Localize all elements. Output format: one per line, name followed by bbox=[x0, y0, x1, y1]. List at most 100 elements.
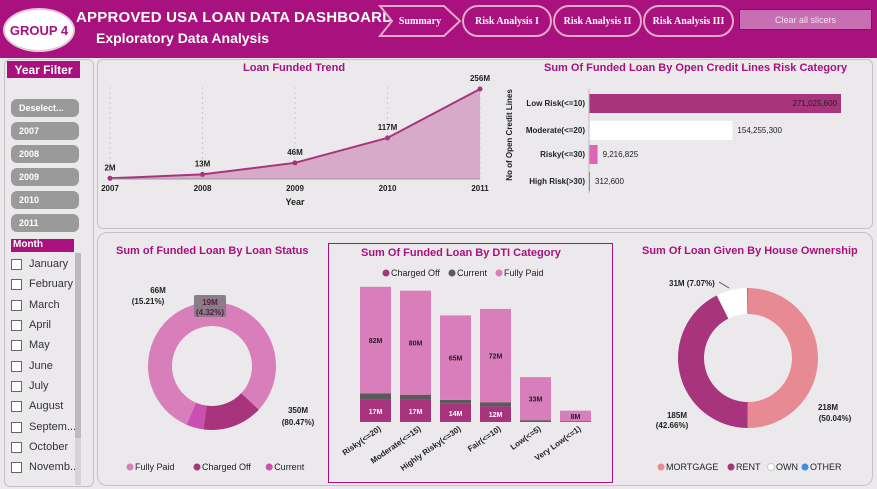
checkbox-box[interactable] bbox=[11, 360, 22, 372]
checkbox-box[interactable] bbox=[11, 380, 22, 392]
month-label: Novemb... bbox=[29, 461, 80, 473]
month-october-checkbox[interactable]: October bbox=[11, 440, 68, 454]
own-legend-marker bbox=[657, 463, 665, 471]
month-july-checkbox[interactable]: July bbox=[11, 379, 49, 393]
dti-bar-fully-paid bbox=[520, 377, 551, 421]
trend-tick-label: 2010 bbox=[379, 184, 397, 193]
trend-point bbox=[200, 171, 205, 177]
own-legend-label: OWN bbox=[776, 462, 798, 472]
month-september-checkbox[interactable]: Septem... bbox=[11, 420, 76, 434]
own-legend-label: OTHER bbox=[810, 462, 842, 472]
status-tooltip-box bbox=[194, 295, 226, 317]
dti-stacked-chart: Charged Off Current Fully Paid17M82MRisky(… bbox=[341, 268, 591, 473]
month-november-checkbox[interactable]: Novemb... bbox=[11, 460, 79, 474]
dti-bar-charged-off bbox=[400, 399, 431, 422]
own-label-rent-pct: (42.66%) bbox=[656, 421, 689, 430]
credit-category-label: High Risk(>30) bbox=[529, 177, 585, 186]
nav-risk-analysis-2-button[interactable]: Risk Analysis II bbox=[553, 5, 642, 37]
month-march-checkbox[interactable]: March bbox=[11, 298, 60, 312]
dti-bar-charged-off bbox=[360, 399, 391, 422]
nav-summary-button[interactable]: Summary bbox=[378, 4, 462, 38]
dti-legend-marker bbox=[495, 269, 503, 277]
clear-slicers-button[interactable]: Clear all slicers bbox=[739, 9, 872, 30]
dti-bar-fully-paid bbox=[400, 290, 431, 395]
dti-bar-charged-off bbox=[560, 421, 591, 422]
status-label-charged-off-value: 66M bbox=[150, 286, 166, 295]
month-label: July bbox=[29, 380, 49, 392]
dti-label-fully-paid: 8M bbox=[571, 414, 581, 421]
dti-label-charged-off: 14M bbox=[449, 411, 463, 418]
month-label: February bbox=[29, 278, 74, 290]
checkbox-box[interactable] bbox=[11, 400, 22, 412]
month-may-checkbox[interactable]: May bbox=[11, 338, 50, 352]
year-2010-button[interactable]: 2010 bbox=[11, 191, 79, 209]
own-legend-marker bbox=[767, 463, 775, 471]
month-label: June bbox=[29, 360, 53, 372]
status-legend-marker bbox=[265, 463, 273, 471]
nav-risk-analysis-1-button[interactable]: Risk Analysis I bbox=[462, 5, 552, 37]
dti-category-label: Fair(<=10) bbox=[466, 424, 503, 453]
dti-label-fully-paid: 33M bbox=[529, 397, 543, 404]
dti-legend-label: Charged Off bbox=[391, 268, 440, 278]
dti-bar-fully-paid bbox=[360, 286, 391, 394]
month-january-checkbox[interactable]: January bbox=[11, 257, 68, 271]
dti-label-fully-paid: 82M bbox=[369, 338, 383, 345]
dti-legend-marker bbox=[382, 269, 390, 277]
month-april-checkbox[interactable]: April bbox=[11, 318, 51, 332]
checkbox-box[interactable] bbox=[11, 421, 22, 433]
checkbox-box[interactable] bbox=[11, 258, 22, 270]
year-2008-button[interactable]: 2008 bbox=[11, 145, 79, 163]
dti-legend-marker bbox=[448, 269, 456, 277]
trend-chart: 2M 2007 13M 2008 46M 2009 117M 2010 256M 2011 Year bbox=[101, 75, 490, 207]
credit-category-label: Low Risk(<=10) bbox=[526, 99, 585, 108]
checkbox-box[interactable] bbox=[11, 461, 22, 473]
group-logo: GROUP 4 bbox=[3, 8, 75, 52]
own-label-mortgage-pct: (50.04%) bbox=[819, 414, 852, 423]
own-slice-other bbox=[746, 288, 748, 315]
month-february-checkbox[interactable]: February bbox=[11, 277, 73, 291]
nav-risk-2-label: Risk Analysis II bbox=[563, 15, 632, 27]
checkbox-box[interactable] bbox=[11, 278, 22, 290]
credit-lines-chart: No of Open Credit Lines Low Risk(<=10) 271… bbox=[505, 89, 841, 193]
month-august-checkbox[interactable]: August bbox=[11, 399, 63, 413]
credit-data-label: 312,600 bbox=[595, 177, 624, 186]
month-label: August bbox=[29, 400, 64, 412]
nav-risk-analysis-3-button[interactable]: Risk Analysis III bbox=[643, 5, 734, 37]
checkbox-box[interactable] bbox=[11, 319, 22, 331]
trend-area bbox=[110, 89, 480, 179]
status-chart-title: Sum of Funded Loan By Loan Status bbox=[116, 245, 309, 257]
year-2007-button[interactable]: 2007 bbox=[11, 122, 79, 140]
own-legend-marker bbox=[801, 463, 809, 471]
year-2009-button[interactable]: 2009 bbox=[11, 168, 79, 186]
year-2011-button[interactable]: 2011 bbox=[11, 214, 79, 232]
trend-data-label: 256M bbox=[470, 75, 490, 83]
ownership-chart-title: Sum Of Loan Given By House Ownership bbox=[642, 245, 858, 257]
own-slice-own bbox=[716, 288, 748, 319]
trend-tick-label: 2009 bbox=[286, 184, 304, 193]
own-legend-label: RENT bbox=[736, 462, 761, 472]
checkbox-box[interactable] bbox=[11, 441, 22, 453]
status-label-fully-paid-pct: (80.47%) bbox=[282, 418, 315, 427]
year-filter-title: Year Filter bbox=[7, 61, 80, 78]
status-label-fully-paid-value: 350M bbox=[288, 406, 308, 415]
trend-point bbox=[292, 160, 298, 166]
logo-text: GROUP 4 bbox=[9, 22, 69, 38]
credit-y-axis-label: No of Open Credit Lines bbox=[505, 89, 514, 181]
credit-data-label: 271,025,600 bbox=[793, 99, 838, 108]
checkbox-box[interactable] bbox=[11, 339, 22, 351]
dti-label-fully-paid: 65M bbox=[449, 356, 463, 363]
credit-bar bbox=[589, 94, 841, 113]
own-label-own: 31M (7.07%) bbox=[669, 279, 715, 288]
status-legend-label: Current bbox=[274, 462, 305, 472]
checkbox-box[interactable] bbox=[11, 299, 22, 311]
own-label-mortgage-value: 218M bbox=[818, 403, 838, 412]
status-legend-label: Charged Off bbox=[202, 462, 251, 472]
month-june-checkbox[interactable]: June bbox=[11, 359, 53, 373]
dti-bar-charged-off bbox=[520, 420, 551, 422]
status-slice-charged-off bbox=[203, 393, 259, 430]
nav-risk-1-label: Risk Analysis I bbox=[475, 15, 539, 27]
credit-data-label: 154,255,300 bbox=[737, 126, 782, 135]
year-deselect-button[interactable]: Deselect... bbox=[11, 99, 79, 117]
trend-data-label: 2M bbox=[104, 163, 115, 172]
month-scrollbar-thumb[interactable] bbox=[75, 253, 81, 438]
